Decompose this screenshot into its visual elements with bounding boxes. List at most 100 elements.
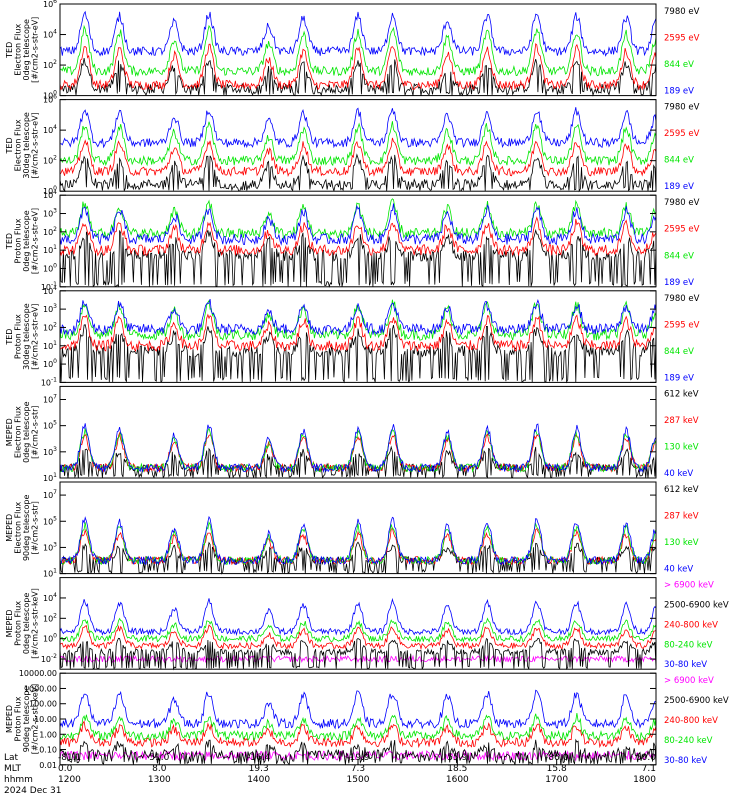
y-tick-label: 10000.00 bbox=[19, 669, 57, 678]
x-tick-label-mlt: 15.8 bbox=[547, 764, 567, 774]
x-tick-label-hhmm: 1700 bbox=[545, 775, 568, 785]
x-tick-label-lat: -19.9 bbox=[346, 753, 370, 763]
x-tick-label-hhmm: 1400 bbox=[247, 775, 270, 785]
series-red-line bbox=[59, 216, 657, 257]
y-tick-label: 104 bbox=[43, 124, 57, 135]
x-tick-label-hhmm: 1300 bbox=[148, 775, 171, 785]
panel-7: 10-2 100 102 104 MEPED Proton Flux 0deg telesc… bbox=[5, 577, 729, 671]
y-tick-label: 106 bbox=[43, 0, 57, 9]
y-axis-label-line: Electron Flux bbox=[14, 24, 23, 76]
y-axis-label-line: Electron Flux bbox=[14, 406, 23, 458]
y-tick-label: 101 bbox=[43, 340, 57, 351]
y-axis-label-line: 0deg telescope bbox=[22, 593, 31, 654]
legend-entry: 2500-6900 keV bbox=[664, 601, 729, 611]
y-tick-label: 0.01 bbox=[39, 761, 57, 770]
x-tick-label-hhmm: 1500 bbox=[347, 775, 370, 785]
x-row-label-lat: Lat bbox=[4, 753, 19, 763]
y-axis-label-line: MEPED bbox=[5, 705, 14, 733]
y-tick-label: 103 bbox=[43, 208, 57, 219]
legend-entry: 130 keV bbox=[664, 442, 699, 452]
x-row-label-mlt: MLT bbox=[4, 764, 22, 774]
y-tick-label: 102 bbox=[43, 612, 57, 623]
x-tick-label-lat: 51.0 bbox=[149, 753, 169, 763]
panel-frame bbox=[59, 3, 657, 97]
legend-entry: 240-800 keV bbox=[664, 620, 718, 630]
series-red-line bbox=[59, 624, 657, 651]
y-tick-label: 103 bbox=[43, 541, 57, 552]
series-black-line bbox=[59, 58, 657, 97]
legend-entry: 80-240 keV bbox=[664, 736, 713, 746]
y-axis-label-line: Electron Flux bbox=[14, 502, 23, 554]
y-tick-label: 1.00 bbox=[39, 730, 57, 739]
y-tick-label: 100 bbox=[43, 185, 57, 196]
panel-5: 101 103 105 107 MEPED Electron Flux 0deg teles… bbox=[5, 385, 699, 483]
y-tick-label: 104 bbox=[43, 285, 57, 296]
legend-entry: 844 eV bbox=[664, 156, 694, 166]
y-tick-label: 102 bbox=[43, 59, 57, 70]
y-tick-label: 103 bbox=[43, 446, 57, 457]
y-axis-label-line: [#/cm2-s-str-eV] bbox=[31, 112, 40, 178]
series-green-line bbox=[59, 299, 657, 342]
y-axis-label-line: Proton Flux bbox=[14, 696, 23, 741]
legend-entry: 40 keV bbox=[664, 565, 693, 575]
legend-entry: 844 eV bbox=[664, 347, 694, 357]
y-tick-label: 10.00 bbox=[34, 715, 57, 724]
panel-4: 10-1 100 101 102 103 104 TED Proton Flux 30deg t… bbox=[5, 285, 700, 388]
series-blue-line bbox=[59, 423, 657, 474]
legend-entry: 2595 eV bbox=[664, 129, 700, 139]
y-axis-label-line: [#/cm2-s-str-keV] bbox=[31, 684, 40, 755]
series-red-line bbox=[59, 720, 657, 749]
legend-entry: 7980 eV bbox=[664, 103, 700, 113]
x-row-label-hhmm: hhmm bbox=[4, 775, 33, 785]
x-tick-label-lat: -86.0 bbox=[545, 753, 569, 763]
panel-frame bbox=[59, 194, 657, 288]
series-blue-line bbox=[59, 515, 657, 566]
y-axis-label-line: 0deg telescope bbox=[22, 210, 31, 271]
y-tick-label: 100 bbox=[43, 358, 57, 369]
series-red-line bbox=[59, 43, 657, 91]
y-tick-label: 10-2 bbox=[41, 653, 57, 664]
y-tick-label: 102 bbox=[43, 155, 57, 166]
y-axis-label-line: 0deg telescope bbox=[22, 19, 31, 80]
legend-entry: 80-240 keV bbox=[664, 640, 713, 650]
y-tick-label: 10-1 bbox=[41, 376, 57, 387]
legend-entry: 30-80 keV bbox=[664, 660, 707, 670]
y-tick-label: 1000.00 bbox=[24, 684, 57, 693]
y-axis-label-line: MEPED bbox=[5, 418, 14, 446]
y-tick-label: 101 bbox=[43, 244, 57, 255]
panel-8: 0.01 0.10 1.00 10.00 100.00 1000.00 10000.00 ME… bbox=[5, 669, 729, 770]
y-tick-label: 100 bbox=[43, 90, 57, 101]
legend-entry: 844 eV bbox=[664, 60, 694, 70]
x-tick-label-hhmm: 1200 bbox=[58, 775, 81, 785]
y-axis-label-line: [#/cm2-s-str] bbox=[31, 501, 40, 554]
y-axis-label-line: TED bbox=[5, 329, 14, 346]
legend-entry: 2595 eV bbox=[664, 225, 700, 235]
series-red-line bbox=[59, 137, 657, 177]
y-axis-label-line: Proton Flux bbox=[14, 314, 23, 359]
y-tick-label: 10-1 bbox=[41, 281, 57, 292]
legend-entry: 189 eV bbox=[664, 182, 694, 192]
legend-entry: 189 eV bbox=[664, 87, 694, 97]
legend-entry: 189 eV bbox=[664, 278, 694, 288]
y-tick-label: 102 bbox=[43, 321, 57, 332]
y-tick-label: 100.00 bbox=[29, 700, 57, 709]
series-green-line bbox=[59, 426, 657, 474]
y-tick-label: 105 bbox=[43, 420, 57, 431]
y-axis-label-line: TED bbox=[5, 137, 14, 154]
series-black-line bbox=[59, 445, 657, 479]
series-blue-line bbox=[59, 203, 657, 246]
x-tick-label-mlt: 0.0 bbox=[58, 764, 73, 774]
panel-6: 101 103 105 107 MEPED Electron Flux 90deg tele… bbox=[5, 481, 699, 579]
y-tick-label: 104 bbox=[43, 189, 57, 200]
legend-entry: 30-80 keV bbox=[664, 756, 707, 766]
x-tick-label-mlt: 19.3 bbox=[249, 764, 269, 774]
y-tick-label: 101 bbox=[43, 472, 57, 483]
x-tick-label-lat: -81.1 bbox=[58, 753, 81, 763]
series-blue-line bbox=[59, 597, 657, 637]
legend-entry: > 6900 keV bbox=[664, 676, 714, 686]
y-axis-label-line: 90deg telescope bbox=[22, 686, 31, 753]
x-tick-label-lat: -16.4 bbox=[247, 753, 271, 763]
y-axis-label-line: [#/cm2-s-str-eV] bbox=[31, 303, 40, 369]
y-axis-label-line: [#/cm2-s-str-eV] bbox=[31, 17, 40, 83]
